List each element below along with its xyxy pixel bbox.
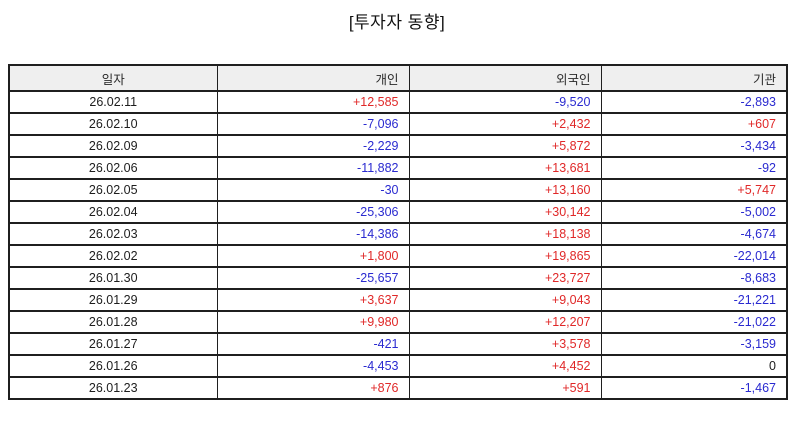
institution-value-cell: -5,002 xyxy=(600,200,788,224)
header-date: 일자 xyxy=(8,64,218,92)
individual-value-cell: +9,980 xyxy=(216,310,410,334)
foreigner-value-cell: +591 xyxy=(408,376,602,400)
date-cell: 26.01.28 xyxy=(8,310,218,334)
date-cell: 26.01.26 xyxy=(8,354,218,378)
date-cell: 26.02.02 xyxy=(8,244,218,268)
foreigner-value-cell: -9,520 xyxy=(408,90,602,114)
table-row: 26.01.30 -25,657 +23,727 -8,683 xyxy=(8,266,788,290)
institution-value-cell: -3,434 xyxy=(600,134,788,158)
date-cell: 26.02.04 xyxy=(8,200,218,224)
individual-value-cell: -4,453 xyxy=(216,354,410,378)
table-row: 26.02.10 -7,096 +2,432 +607 xyxy=(8,112,788,136)
table-row: 26.02.04 -25,306 +30,142 -5,002 xyxy=(8,200,788,224)
table-row: 26.01.23 +876 +591 -1,467 xyxy=(8,376,788,400)
individual-value-cell: -14,386 xyxy=(216,222,410,246)
institution-value-cell: -2,893 xyxy=(600,90,788,114)
institution-value-cell: -22,014 xyxy=(600,244,788,268)
table-row: 26.02.02 +1,800 +19,865 -22,014 xyxy=(8,244,788,268)
individual-value-cell: -25,306 xyxy=(216,200,410,224)
individual-value-cell: +12,585 xyxy=(216,90,410,114)
foreigner-value-cell: +13,681 xyxy=(408,156,602,180)
investor-trends-table: 일자 개인 외국인 기관 26.02.11 +12,585 -9,520 -2,… xyxy=(8,64,788,400)
table-row: 26.01.26 -4,453 +4,452 0 xyxy=(8,354,788,378)
foreigner-value-cell: +5,872 xyxy=(408,134,602,158)
date-cell: 26.02.03 xyxy=(8,222,218,246)
institution-value-cell: -3,159 xyxy=(600,332,788,356)
date-cell: 26.01.23 xyxy=(8,376,218,400)
table-row: 26.01.27 -421 +3,578 -3,159 xyxy=(8,332,788,356)
foreigner-value-cell: +12,207 xyxy=(408,310,602,334)
individual-value-cell: -30 xyxy=(216,178,410,202)
header-institution: 기관 xyxy=(600,64,788,92)
date-cell: 26.01.27 xyxy=(8,332,218,356)
institution-value-cell: -92 xyxy=(600,156,788,180)
institution-value-cell: 0 xyxy=(600,354,788,378)
foreigner-value-cell: +18,138 xyxy=(408,222,602,246)
institution-value-cell: -1,467 xyxy=(600,376,788,400)
foreigner-value-cell: +30,142 xyxy=(408,200,602,224)
individual-value-cell: -2,229 xyxy=(216,134,410,158)
institution-value-cell: +5,747 xyxy=(600,178,788,202)
institution-value-cell: -8,683 xyxy=(600,266,788,290)
foreigner-value-cell: +2,432 xyxy=(408,112,602,136)
individual-value-cell: -7,096 xyxy=(216,112,410,136)
table-row: 26.01.29 +3,637 +9,043 -21,221 xyxy=(8,288,788,312)
header-individual: 개인 xyxy=(216,64,410,92)
table-row: 26.02.06 -11,882 +13,681 -92 xyxy=(8,156,788,180)
individual-value-cell: +1,800 xyxy=(216,244,410,268)
individual-value-cell: +3,637 xyxy=(216,288,410,312)
table-row: 26.02.11 +12,585 -9,520 -2,893 xyxy=(8,90,788,114)
individual-value-cell: -421 xyxy=(216,332,410,356)
date-cell: 26.02.09 xyxy=(8,134,218,158)
table-body: 26.02.11 +12,585 -9,520 -2,893 26.02.10 … xyxy=(8,90,788,400)
institution-value-cell: -21,022 xyxy=(600,310,788,334)
foreigner-value-cell: +13,160 xyxy=(408,178,602,202)
table-row: 26.02.05 -30 +13,160 +5,747 xyxy=(8,178,788,202)
individual-value-cell: -25,657 xyxy=(216,266,410,290)
foreigner-value-cell: +23,727 xyxy=(408,266,602,290)
table-row: 26.02.09 -2,229 +5,872 -3,434 xyxy=(8,134,788,158)
foreigner-value-cell: +19,865 xyxy=(408,244,602,268)
individual-value-cell: -11,882 xyxy=(216,156,410,180)
page-title: [투자자 동향] xyxy=(348,13,446,32)
date-cell: 26.02.05 xyxy=(8,178,218,202)
individual-value-cell: +876 xyxy=(216,376,410,400)
institution-value-cell: -21,221 xyxy=(600,288,788,312)
foreigner-value-cell: +9,043 xyxy=(408,288,602,312)
date-cell: 26.02.11 xyxy=(8,90,218,114)
table-header: 일자 개인 외국인 기관 xyxy=(8,64,788,92)
header-foreigner: 외국인 xyxy=(408,64,602,92)
table-row: 26.02.03 -14,386 +18,138 -4,674 xyxy=(8,222,788,246)
institution-value-cell: -4,674 xyxy=(600,222,788,246)
date-cell: 26.02.06 xyxy=(8,156,218,180)
header-row: 일자 개인 외국인 기관 xyxy=(8,64,788,92)
foreigner-value-cell: +4,452 xyxy=(408,354,602,378)
date-cell: 26.01.29 xyxy=(8,288,218,312)
foreigner-value-cell: +3,578 xyxy=(408,332,602,356)
table-row: 26.01.28 +9,980 +12,207 -21,022 xyxy=(8,310,788,334)
date-cell: 26.01.30 xyxy=(8,266,218,290)
date-cell: 26.02.10 xyxy=(8,112,218,136)
institution-value-cell: +607 xyxy=(600,112,788,136)
